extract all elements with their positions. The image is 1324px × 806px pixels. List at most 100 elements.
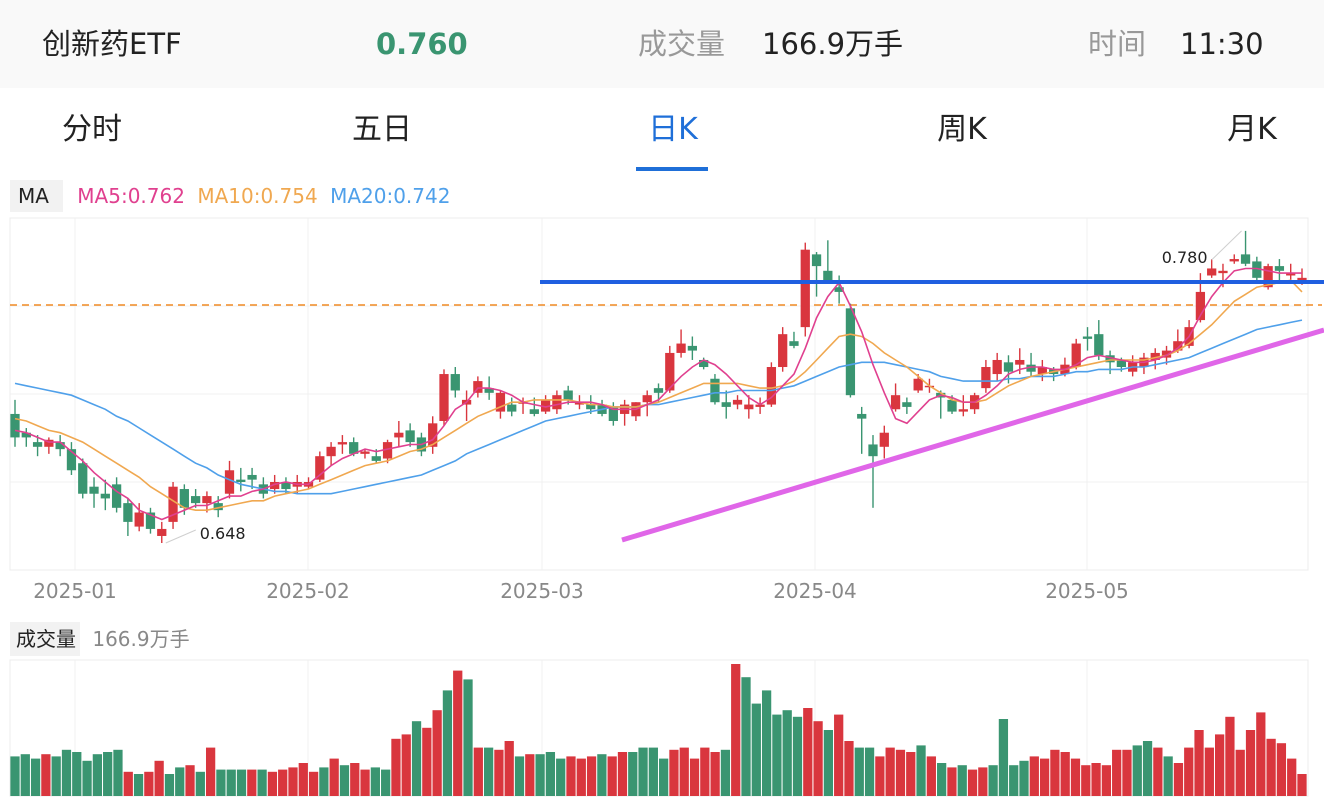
candle-up — [439, 374, 449, 421]
ma5-legend: MA5:0.762 — [77, 184, 185, 208]
volume-bar — [731, 664, 741, 796]
ma-tag[interactable]: MA — [10, 180, 63, 212]
volume-bar — [638, 747, 648, 796]
time-label: 时间 — [1088, 27, 1147, 61]
volume-bar — [628, 752, 638, 796]
x-tick-label: 2025-05 — [1045, 579, 1129, 603]
active-tab-indicator — [636, 167, 708, 171]
candle-down — [405, 430, 415, 443]
candle-down — [1026, 364, 1036, 372]
candle-up — [552, 395, 562, 410]
volume-bar — [1276, 743, 1287, 796]
volume-bar — [216, 769, 226, 796]
tab-daily-k[interactable]: 日K — [648, 112, 698, 147]
volume-bar — [782, 710, 792, 796]
period-tabs: 分时 五日 日K 周K 月K — [0, 88, 1324, 172]
candle-up — [1161, 350, 1172, 358]
candle-down — [687, 345, 697, 351]
candle-up — [270, 482, 280, 490]
volume-bar — [442, 690, 453, 796]
volume-bar — [556, 758, 566, 796]
volume-panel-frame — [9, 659, 1309, 797]
tab-monthly-k[interactable]: 月K — [1227, 112, 1277, 147]
volume-bar — [1266, 738, 1276, 796]
candle-up — [326, 446, 336, 457]
volume-legend-value: 166.9万手 — [92, 627, 190, 651]
volume-bar — [823, 730, 834, 796]
volume-bar — [597, 754, 607, 796]
last-price: 0.760 — [376, 27, 468, 61]
volume-bar — [854, 747, 864, 796]
volume-bar — [947, 767, 957, 796]
volume-bar — [185, 765, 195, 796]
volume-bar — [700, 747, 710, 796]
volume-bar — [41, 754, 51, 796]
volume-bar — [576, 758, 586, 796]
volume-bar — [236, 769, 247, 796]
candle-up — [778, 334, 788, 368]
tab-weekly-k[interactable]: 周K — [937, 112, 987, 147]
volume-bar — [51, 756, 61, 796]
volume-bar — [545, 752, 556, 796]
volume-bar — [895, 749, 906, 796]
volume-bar — [72, 752, 82, 796]
candle-up — [473, 381, 483, 393]
candle-down — [281, 482, 291, 490]
candle-down — [1105, 355, 1115, 363]
ma-legend: MA MA5:0.762 MA10:0.754 MA20:0.742 — [10, 180, 450, 212]
high-annotation: 0.780 — [1162, 248, 1208, 267]
candle-down — [179, 489, 189, 508]
volume-bar — [916, 745, 926, 796]
candle-up — [1071, 343, 1081, 368]
ma10-legend: MA10:0.754 — [197, 184, 318, 208]
volume-bar — [689, 758, 700, 796]
volume-bar — [175, 767, 185, 796]
volume-bar — [401, 734, 411, 796]
candle-down — [66, 449, 77, 471]
candle-down — [710, 378, 720, 403]
candle-down — [1094, 334, 1104, 356]
candle-up — [157, 528, 167, 536]
volume-bar — [370, 767, 380, 796]
volume-bar — [617, 752, 628, 796]
volume-bar — [988, 765, 998, 796]
low-leader-line — [165, 529, 196, 544]
volume-bar — [278, 769, 288, 796]
volume-bar — [720, 749, 731, 796]
volume-bar — [937, 763, 947, 796]
volume-tag[interactable]: 成交量 — [10, 622, 80, 656]
high-leader-line — [1211, 230, 1242, 261]
candle-down — [868, 444, 878, 457]
candle-up — [428, 423, 438, 447]
candle-down — [608, 406, 618, 421]
candle-down — [78, 463, 88, 494]
quote-header: 创新药ETF 0.760 成交量 166.9万手 时间 11:30 — [0, 0, 1324, 88]
volume-bar — [998, 719, 1009, 796]
candle-down — [247, 474, 257, 480]
volume-bar — [844, 741, 854, 796]
candle-down — [789, 341, 799, 346]
tab-intraday[interactable]: 分时 — [62, 112, 122, 147]
tab-five-day[interactable]: 五日 — [352, 112, 412, 147]
volume-label: 成交量 — [638, 27, 726, 61]
candle-down — [811, 254, 822, 267]
candle-down — [349, 442, 359, 454]
candle-down — [1252, 261, 1262, 278]
volume-bar — [1245, 730, 1256, 796]
candle-up — [732, 399, 743, 405]
volume-bar — [1132, 745, 1142, 796]
volume-bar — [761, 690, 772, 796]
candle-up — [224, 470, 235, 494]
volume-bar — [92, 754, 102, 796]
x-tick-label: 2025-02 — [266, 579, 350, 603]
volume-bar — [308, 771, 319, 796]
volume-bar — [1009, 765, 1019, 796]
volume-bar — [1070, 758, 1081, 796]
candle-down — [721, 402, 731, 407]
volume-legend: 成交量 166.9万手 — [10, 622, 190, 656]
volume-bar — [298, 763, 308, 796]
candle-up — [642, 395, 652, 403]
candle-down — [123, 503, 133, 522]
volume-bar — [288, 767, 298, 796]
